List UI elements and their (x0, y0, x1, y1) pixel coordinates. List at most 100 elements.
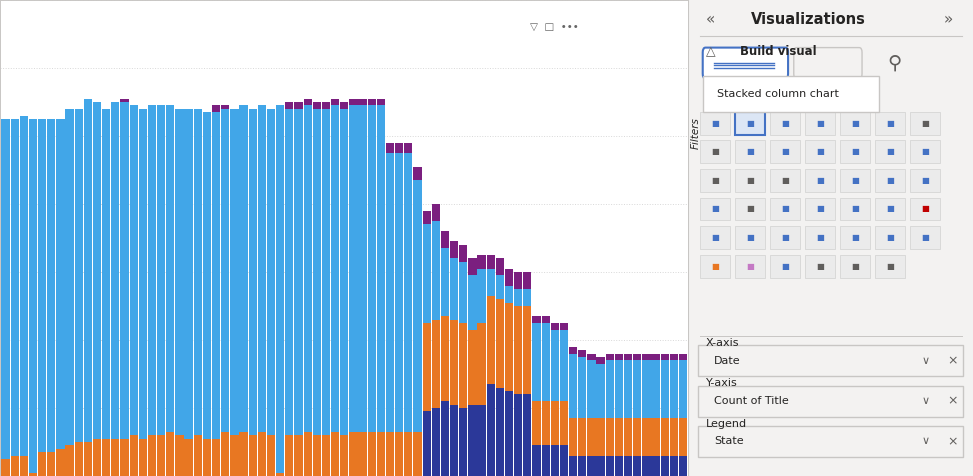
Bar (523, 306, 531, 395)
Text: ■: ■ (885, 262, 894, 270)
Text: ■: ■ (815, 148, 824, 156)
Bar (735, 140, 765, 163)
Text: ■: ■ (885, 233, 894, 242)
Bar (551, 323, 559, 330)
Bar (166, 432, 174, 476)
Bar (111, 438, 120, 476)
Bar (121, 99, 128, 102)
Bar (422, 323, 431, 411)
Bar (735, 226, 765, 249)
Bar (276, 473, 284, 476)
Bar (523, 395, 531, 476)
Bar (805, 169, 835, 192)
Bar (1, 119, 10, 459)
Text: ■: ■ (781, 119, 789, 128)
Bar (386, 432, 394, 476)
Bar (166, 105, 174, 432)
Text: ■: ■ (920, 233, 928, 242)
Bar (29, 119, 37, 473)
Text: ■: ■ (746, 119, 754, 128)
Bar (486, 268, 495, 296)
Bar (341, 435, 348, 476)
Bar (56, 449, 64, 476)
Bar (805, 226, 835, 249)
Bar (450, 319, 458, 405)
Bar (331, 432, 340, 476)
Bar (642, 360, 651, 418)
Bar (19, 116, 28, 456)
Bar (358, 105, 367, 432)
Text: State: State (714, 436, 743, 446)
Bar (661, 418, 668, 456)
Bar (84, 442, 92, 476)
Bar (596, 418, 605, 456)
Bar (231, 109, 238, 435)
Bar (588, 418, 595, 456)
Text: Build visual: Build visual (739, 45, 816, 58)
Bar (285, 435, 294, 476)
Text: ■: ■ (885, 119, 894, 128)
Bar (441, 316, 450, 401)
Bar (805, 140, 835, 163)
Bar (735, 198, 765, 220)
Bar (840, 198, 870, 220)
Bar (700, 255, 730, 278)
Text: ■: ■ (711, 176, 719, 185)
Bar (514, 306, 523, 395)
Bar (633, 418, 641, 456)
Bar (377, 99, 385, 105)
Text: X-axis: X-axis (705, 338, 739, 348)
FancyBboxPatch shape (703, 48, 788, 79)
Bar (523, 289, 531, 306)
Bar (295, 109, 303, 435)
Bar (840, 169, 870, 192)
Bar (349, 105, 357, 432)
Bar (805, 198, 835, 220)
Bar (496, 299, 504, 387)
Bar (341, 109, 348, 435)
Bar (75, 442, 83, 476)
Bar (202, 438, 211, 476)
Bar (805, 255, 835, 278)
Bar (312, 109, 321, 435)
Text: ×: × (948, 435, 957, 448)
Bar (569, 354, 577, 418)
Bar (624, 354, 632, 360)
Bar (202, 112, 211, 438)
Bar (615, 456, 623, 476)
Bar (212, 112, 220, 438)
Bar (422, 224, 431, 323)
Bar (185, 438, 193, 476)
Text: Y-axis: Y-axis (705, 378, 738, 388)
Bar (669, 354, 678, 360)
Bar (258, 105, 266, 432)
Bar (468, 276, 477, 330)
Bar (93, 102, 101, 438)
Bar (805, 112, 835, 135)
Bar (285, 102, 294, 109)
Text: ■: ■ (711, 262, 719, 270)
Bar (322, 435, 330, 476)
Bar (432, 319, 440, 408)
Bar (559, 330, 568, 401)
Bar (56, 119, 64, 449)
Bar (661, 360, 668, 418)
FancyBboxPatch shape (794, 48, 862, 79)
Text: ×: × (948, 395, 957, 407)
Bar (661, 354, 668, 360)
Text: Legend: Legend (705, 419, 746, 429)
Bar (248, 435, 257, 476)
Text: ■: ■ (781, 262, 789, 270)
Bar (596, 456, 605, 476)
Bar (322, 109, 330, 435)
Bar (532, 316, 541, 323)
Bar (532, 446, 541, 476)
Bar (422, 411, 431, 476)
Bar (642, 354, 651, 360)
Text: «: « (705, 12, 715, 27)
Text: ■: ■ (850, 148, 859, 156)
Bar (295, 435, 303, 476)
Bar (700, 169, 730, 192)
Bar (194, 435, 201, 476)
Bar (459, 262, 467, 323)
